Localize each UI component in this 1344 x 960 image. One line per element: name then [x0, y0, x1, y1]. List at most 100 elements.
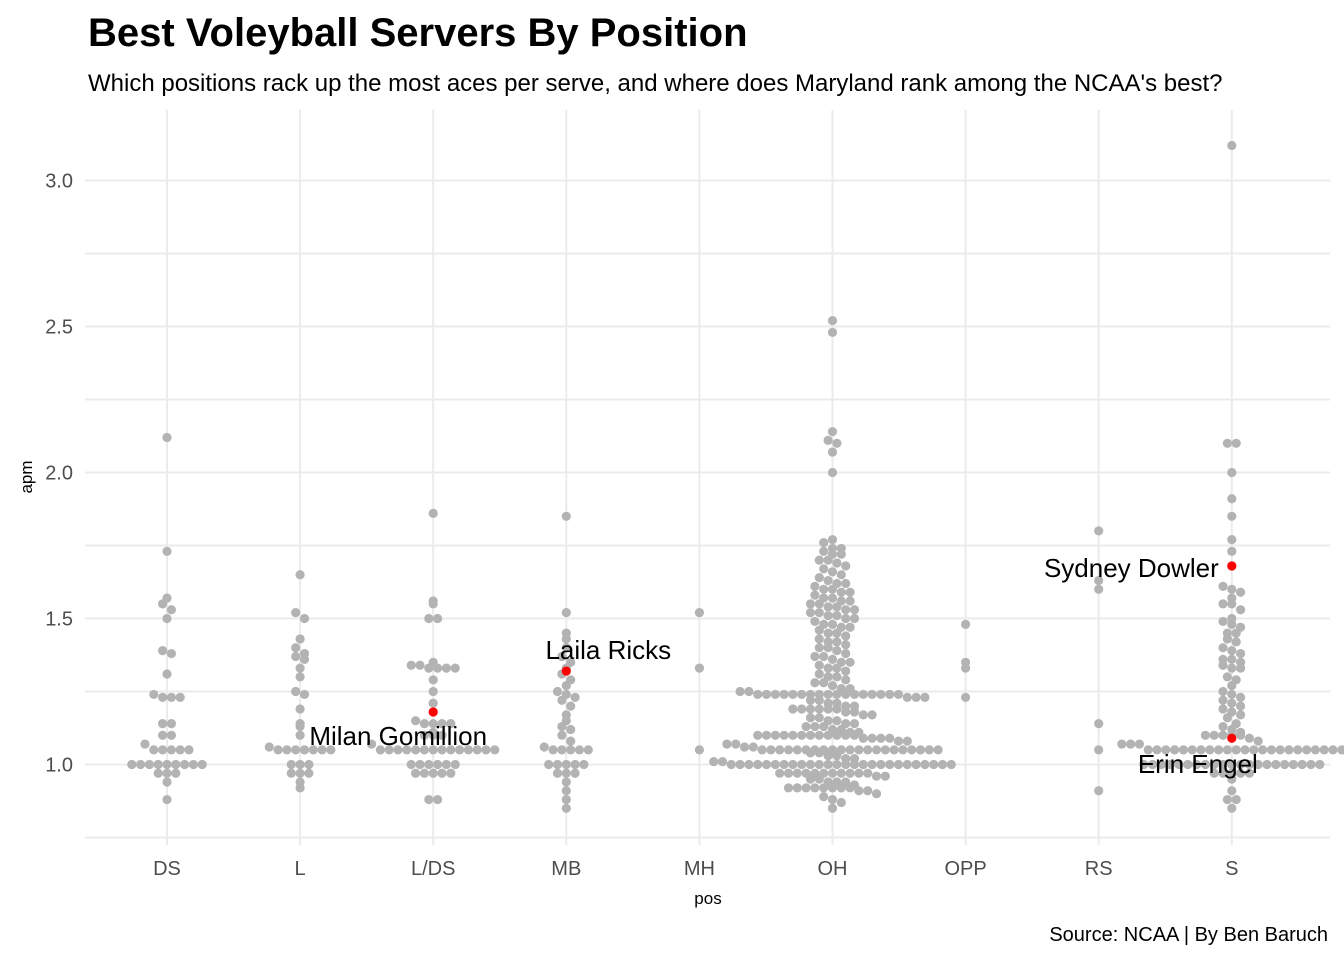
data-point	[570, 692, 580, 702]
data-point	[570, 759, 580, 770]
data-point	[552, 686, 563, 697]
data-point	[393, 745, 403, 755]
data-point	[810, 581, 820, 591]
data-point	[797, 730, 807, 740]
data-point	[1222, 634, 1232, 644]
data-point	[446, 719, 456, 729]
data-point	[849, 759, 860, 770]
data-point	[827, 681, 838, 691]
data-point	[753, 730, 763, 740]
data-point	[854, 786, 864, 796]
data-point	[411, 716, 421, 726]
data-point	[961, 663, 971, 673]
data-point	[158, 692, 168, 702]
data-point	[1236, 701, 1246, 711]
data-point	[814, 660, 824, 670]
data-point	[273, 745, 283, 755]
data-point	[814, 669, 824, 679]
data-point	[924, 745, 934, 755]
y-tick-label: 1.5	[45, 609, 73, 631]
data-point	[961, 619, 971, 629]
data-point	[428, 698, 438, 708]
data-point	[566, 736, 576, 746]
data-point	[761, 689, 772, 700]
data-point	[171, 759, 181, 770]
data-point	[428, 730, 438, 740]
data-point	[441, 663, 451, 673]
x-tick-label: S	[1225, 858, 1238, 880]
data-point	[902, 692, 912, 702]
data-point	[915, 745, 926, 755]
data-point	[933, 745, 943, 755]
data-point	[1227, 681, 1237, 691]
data-point	[1227, 774, 1237, 784]
data-point	[735, 759, 745, 770]
data-point	[845, 587, 855, 597]
data-point	[694, 608, 705, 618]
data-point	[1271, 759, 1281, 770]
data-point	[739, 742, 750, 752]
data-points	[127, 140, 1344, 813]
data-point	[937, 759, 948, 770]
data-point	[1262, 759, 1272, 770]
data-point	[166, 730, 176, 740]
data-point	[1297, 759, 1307, 770]
data-point	[158, 719, 168, 729]
data-point	[827, 803, 838, 813]
data-point	[1170, 745, 1180, 755]
data-point	[1231, 628, 1241, 638]
data-point	[783, 783, 794, 793]
data-point	[832, 730, 842, 740]
data-point	[1218, 643, 1228, 653]
data-point	[561, 681, 571, 691]
data-point	[1205, 745, 1215, 755]
x-tick-label: OPP	[944, 858, 986, 880]
data-point	[748, 742, 758, 752]
data-point	[552, 768, 563, 778]
data-point	[171, 768, 181, 778]
data-point	[836, 768, 846, 778]
data-point	[295, 634, 305, 644]
data-point	[424, 663, 434, 673]
data-point	[832, 759, 842, 770]
data-point	[876, 759, 886, 770]
data-point	[871, 745, 882, 755]
data-point	[291, 651, 301, 662]
data-point	[162, 777, 172, 787]
highlight-point	[1227, 733, 1237, 743]
data-point	[832, 689, 842, 700]
data-point	[819, 564, 829, 574]
data-point	[827, 783, 838, 793]
data-point	[561, 768, 571, 778]
data-point	[406, 759, 416, 770]
data-point	[1134, 739, 1144, 749]
data-point	[1249, 745, 1259, 755]
x-tick-label: RS	[1085, 858, 1113, 880]
data-point	[731, 739, 741, 749]
data-point	[1218, 704, 1228, 714]
data-point	[810, 616, 820, 627]
data-point	[827, 654, 838, 664]
data-point	[841, 561, 851, 571]
data-point	[561, 803, 571, 813]
data-point	[566, 745, 576, 755]
data-point	[805, 730, 816, 740]
data-point	[770, 759, 780, 770]
data-point	[797, 704, 807, 714]
data-point	[1227, 584, 1237, 594]
data-point	[841, 578, 851, 589]
gridlines	[85, 110, 1330, 845]
data-point	[1222, 672, 1232, 682]
x-tick-label: MH	[684, 858, 715, 880]
data-point	[827, 427, 838, 437]
data-point	[858, 759, 868, 770]
data-point	[282, 745, 292, 755]
data-point	[757, 745, 767, 755]
data-point	[1218, 616, 1228, 627]
data-point	[827, 619, 838, 629]
data-point	[1222, 438, 1232, 448]
data-point	[291, 686, 301, 697]
x-axis-label: pos	[694, 889, 721, 908]
data-point	[1196, 745, 1206, 755]
data-point	[1231, 637, 1241, 647]
